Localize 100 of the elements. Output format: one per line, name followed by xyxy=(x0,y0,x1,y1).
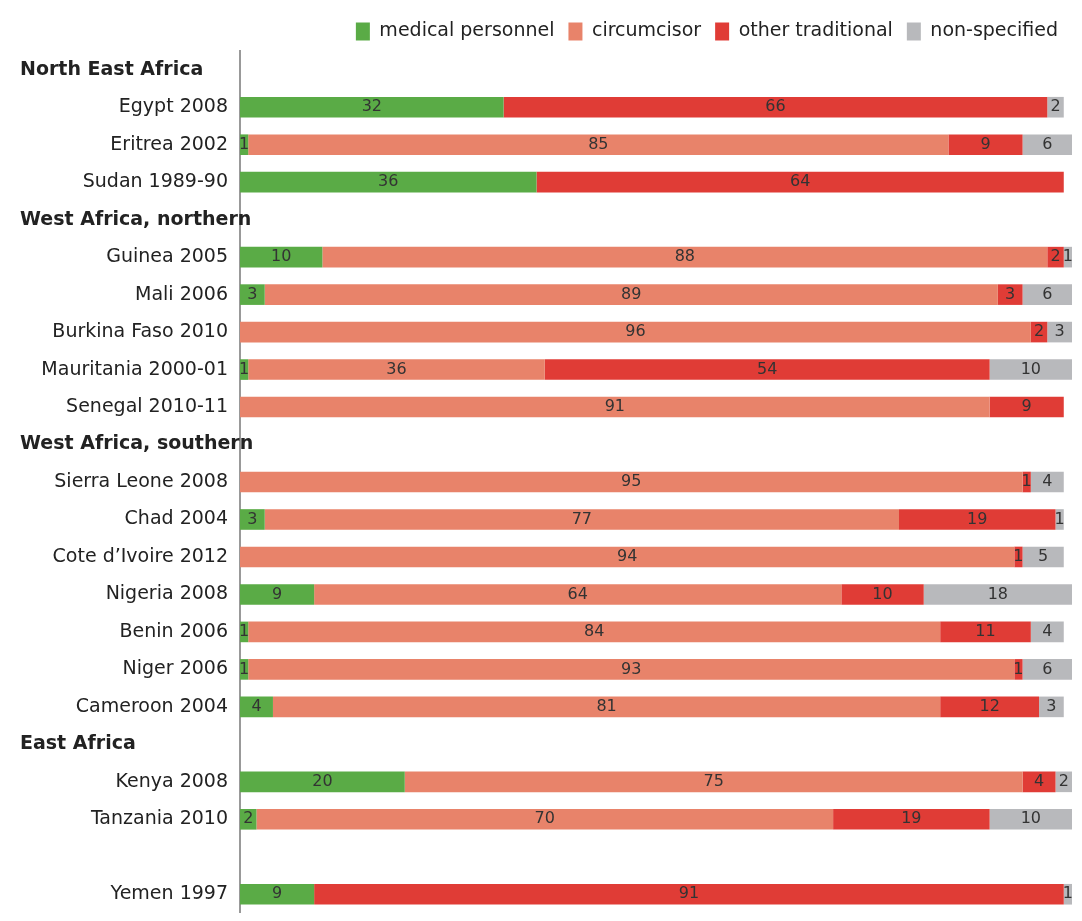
bar xyxy=(240,509,265,530)
bar xyxy=(240,396,990,418)
data-label: 91 xyxy=(604,396,625,416)
data-label: 9 xyxy=(980,133,991,153)
bar xyxy=(314,584,842,605)
bar xyxy=(940,696,1040,718)
data-label: 10 xyxy=(1020,358,1041,378)
data-label: 84 xyxy=(584,621,605,641)
data-label: 77 xyxy=(571,508,593,528)
bar xyxy=(248,659,1015,680)
bar xyxy=(248,134,949,155)
data-label: 4 xyxy=(1033,770,1045,790)
annotation: West Africa, southern xyxy=(20,431,254,454)
legend-label: other traditional xyxy=(738,18,893,41)
bar xyxy=(240,171,537,193)
data-label: 85 xyxy=(588,133,609,153)
text: East Africa xyxy=(20,731,136,754)
annotation: West Africa, northern xyxy=(20,206,252,229)
data-label: 11 xyxy=(975,621,996,641)
bar xyxy=(940,621,1031,643)
data-label: 10 xyxy=(1020,808,1041,828)
data-label: 1 xyxy=(239,621,250,641)
data-label: 1 xyxy=(239,133,250,153)
bar xyxy=(404,771,1023,793)
data-label: 4 xyxy=(1042,471,1053,491)
bar xyxy=(948,134,1023,155)
bar xyxy=(503,96,1048,118)
data-label: 1 xyxy=(1062,883,1073,903)
data-label: 20 xyxy=(312,770,333,790)
bar xyxy=(240,584,315,605)
bar xyxy=(240,546,1015,568)
bar xyxy=(1022,134,1072,155)
bar xyxy=(248,359,545,380)
bar xyxy=(240,771,405,793)
data-label: 36 xyxy=(378,171,399,191)
bar xyxy=(989,396,1064,418)
text: North East Africa xyxy=(20,56,204,79)
y-tick-label: Burkina Faso 2010 xyxy=(52,319,228,342)
data-label: 2 xyxy=(1050,96,1061,116)
data-label: 94 xyxy=(616,546,638,566)
legend-label: circumcisor xyxy=(591,18,702,41)
bar xyxy=(240,96,504,118)
data-label: 2 xyxy=(1050,246,1061,266)
data-label: 19 xyxy=(967,508,988,528)
data-label: 19 xyxy=(901,808,922,828)
y-tick-label: Sudan 1989-90 xyxy=(82,169,228,192)
bar xyxy=(989,809,1072,830)
data-label: 2 xyxy=(243,808,254,828)
bar xyxy=(272,696,941,718)
data-label: 6 xyxy=(1042,658,1053,678)
y-tick-label: Egypt 2008 xyxy=(118,94,228,117)
bar xyxy=(240,471,1023,493)
y-tick-label: Cote d’Ivoire 2012 xyxy=(52,543,228,566)
data-label: 9 xyxy=(1021,396,1032,416)
data-label: 9 xyxy=(271,883,283,903)
bar xyxy=(1022,546,1064,568)
data-label: 3 xyxy=(1005,283,1016,303)
data-label: 1 xyxy=(1013,546,1024,566)
data-label: 6 xyxy=(1042,133,1053,153)
y-tick-label: Kenya 2008 xyxy=(115,768,228,791)
bar xyxy=(923,584,1072,605)
data-label: 3 xyxy=(247,508,258,528)
data-label: 1 xyxy=(239,658,250,678)
data-label: 36 xyxy=(386,358,407,378)
y-tick-label: Eritrea 2002 xyxy=(110,131,228,154)
y-tick-label: Cameroon 2004 xyxy=(75,693,228,716)
y-tick-label: Benin 2006 xyxy=(119,618,228,641)
data-label: 93 xyxy=(621,658,642,678)
data-label: 2 xyxy=(1058,770,1069,790)
data-label: 1 xyxy=(239,358,250,378)
data-label: 18 xyxy=(987,583,1009,603)
legend-label: medical personnel xyxy=(379,18,555,41)
data-label: 66 xyxy=(765,96,786,116)
bar xyxy=(1022,284,1072,305)
data-label: 96 xyxy=(625,321,646,341)
y-tick-label: Nigeria 2008 xyxy=(105,581,228,604)
bar xyxy=(264,509,900,530)
data-label: 91 xyxy=(678,883,700,903)
data-label: 54 xyxy=(757,358,778,378)
data-label: 3 xyxy=(1046,696,1057,716)
data-label: 95 xyxy=(621,471,642,491)
data-label: 12 xyxy=(979,696,1000,716)
data-label: 10 xyxy=(271,246,292,266)
data-label: 89 xyxy=(621,283,642,303)
data-label: 1 xyxy=(1013,658,1024,678)
bar xyxy=(989,359,1072,380)
data-label: 3 xyxy=(1054,321,1065,341)
data-label: 32 xyxy=(361,96,382,116)
bar xyxy=(899,509,1056,530)
data-label: 3 xyxy=(247,283,258,303)
y-tick-label: Senegal 2010-11 xyxy=(66,393,228,416)
bar xyxy=(240,284,265,305)
data-label: 6 xyxy=(1042,283,1053,303)
data-label: 81 xyxy=(596,696,617,716)
data-label: 1 xyxy=(1021,471,1032,491)
bar xyxy=(314,883,1064,905)
data-label: 9 xyxy=(271,583,283,603)
y-tick-label: Sierra Leone 2008 xyxy=(54,468,228,491)
y-tick-label: Mauritania 2000-01 xyxy=(41,356,228,379)
bar xyxy=(240,321,1031,343)
